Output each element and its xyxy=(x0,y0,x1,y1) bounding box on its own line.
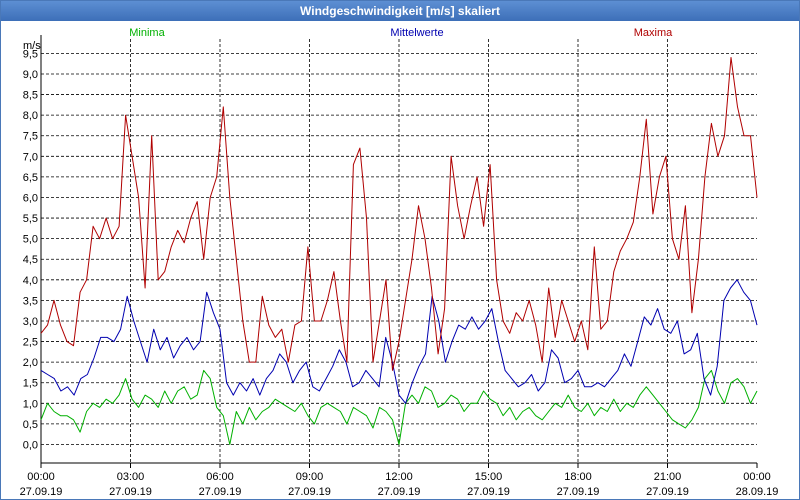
x-tick-date: 27.09.19 xyxy=(467,486,510,498)
y-tick-label: 5,5 xyxy=(23,213,38,225)
x-tick-time: 15:00 xyxy=(475,471,503,483)
y-tick-label: 6,0 xyxy=(23,192,38,204)
x-tick-labels: 00:00 27.09.19 03:00 27.09.19 06:00 27.09.19 0… xyxy=(20,471,779,498)
y-tick-label: 7,0 xyxy=(23,151,38,163)
y-tick-label: 3,0 xyxy=(23,316,38,328)
y-tick-label: 6,5 xyxy=(23,172,38,184)
y-tick-label: 8,0 xyxy=(23,110,38,122)
x-tick-date: 27.09.19 xyxy=(20,486,63,498)
series-line-mittelwerte xyxy=(40,279,758,404)
x-tick-time: 00:00 xyxy=(27,471,55,483)
series-line-minima xyxy=(40,369,758,445)
x-tick-date: 28.09.19 xyxy=(736,486,779,498)
x-tick-date: 27.09.19 xyxy=(557,486,600,498)
x-tick-date: 27.09.19 xyxy=(646,486,689,498)
y-axis-label: m/s xyxy=(23,40,41,52)
x-tick-time: 09:00 xyxy=(296,471,324,483)
x-tick-time: 12:00 xyxy=(385,471,413,483)
x-tick-date: 27.09.19 xyxy=(199,486,242,498)
axes xyxy=(40,35,758,468)
y-tick-label: 4,5 xyxy=(23,254,38,266)
y-tick-label: 4,0 xyxy=(23,275,38,287)
y-tick-labels: 0,0 0,5 1,0 1,5 2,0 2,5 3,0 3,5 4,0 4,5 5,0 5,5 6,0 6… xyxy=(23,48,38,451)
y-tick-label: 0,5 xyxy=(23,419,38,431)
x-tick-date: 27.09.19 xyxy=(378,486,421,498)
y-tick-label: 2,5 xyxy=(23,337,38,349)
x-tick-date: 27.09.19 xyxy=(109,486,152,498)
y-tick-label: 7,5 xyxy=(23,131,38,143)
y-tick-label: 1,5 xyxy=(23,378,38,390)
y-tick-label: 1,0 xyxy=(23,398,38,410)
x-tick-time: 18:00 xyxy=(564,471,592,483)
series-line-maxima xyxy=(40,57,758,371)
x-tick-time: 21:00 xyxy=(654,471,682,483)
series-lines xyxy=(40,57,758,445)
x-tick-date: 27.09.19 xyxy=(288,486,331,498)
y-tick-label: 0,0 xyxy=(23,439,38,451)
y-tick-label: 9,0 xyxy=(23,69,38,81)
y-tick-label: 5,0 xyxy=(23,234,38,246)
y-tick-label: 2,0 xyxy=(23,357,38,369)
x-tick-time: 00:00 xyxy=(743,471,771,483)
x-tick-time: 06:00 xyxy=(206,471,234,483)
legend-entry-minima: Minima xyxy=(129,27,165,39)
legend-entry-maxima: Maxima xyxy=(634,27,673,39)
y-tick-label: 3,5 xyxy=(23,295,38,307)
x-tick-time: 03:00 xyxy=(117,471,145,483)
grid xyxy=(41,39,757,463)
legend-entry-mittelwerte: Mittelwerte xyxy=(390,27,443,39)
y-tick-label: 8,5 xyxy=(23,90,38,102)
legend: Minima Mittelwerte Maxima xyxy=(129,27,673,39)
y-tick-label: 9,5 xyxy=(23,48,38,60)
window-title: Windgeschwindigkeit [m/s] skaliert xyxy=(1,1,799,21)
